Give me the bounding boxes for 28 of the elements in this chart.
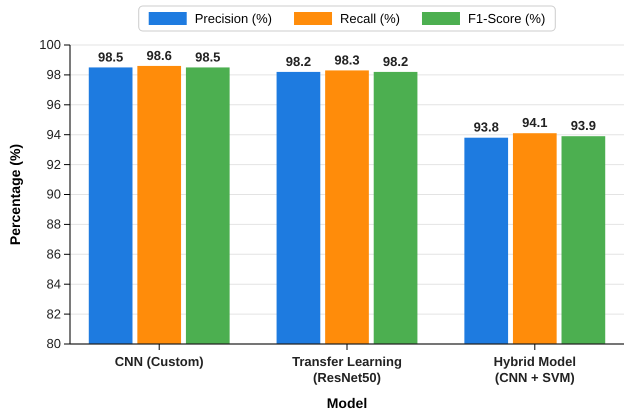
y-tick-label: 80 — [46, 336, 61, 352]
y-tick-label: 98 — [46, 67, 61, 82]
data-label: 98.2 — [286, 54, 312, 69]
y-tick-label: 94 — [46, 126, 61, 142]
data-label: 93.9 — [570, 118, 596, 134]
x-tick-label: CNN (Custom) — [114, 354, 204, 369]
y-tick-label: 100 — [39, 37, 61, 52]
y-tick-label: 86 — [46, 246, 61, 262]
data-label: 98.5 — [195, 49, 220, 64]
legend-label: Precision (%) — [194, 11, 272, 26]
data-label: 98.5 — [98, 49, 124, 64]
x-axis-title: Model — [326, 395, 368, 411]
y-tick-label: 92 — [46, 156, 61, 172]
y-tick-label: 82 — [46, 306, 61, 322]
data-label: 98.6 — [146, 48, 172, 63]
x-tick-label: Hybrid Model (CNN + SVM) — [494, 354, 576, 385]
legend-label: F1-Score (%) — [468, 11, 546, 26]
y-tick-label: 84 — [46, 276, 61, 292]
data-label: 98.3 — [334, 52, 360, 68]
x-tick-label: Transfer Learning (ResNet50) — [292, 354, 402, 385]
data-label: 94.1 — [522, 115, 548, 130]
y-axis-title: Percentage (%) — [7, 144, 23, 246]
data-label: 98.2 — [382, 54, 408, 69]
y-tick-label: 96 — [46, 96, 61, 112]
y-tick-label: 90 — [46, 186, 61, 202]
data-label: 93.8 — [474, 120, 499, 135]
legend-label: Recall (%) — [340, 11, 400, 26]
y-tick-label: 88 — [46, 216, 61, 232]
